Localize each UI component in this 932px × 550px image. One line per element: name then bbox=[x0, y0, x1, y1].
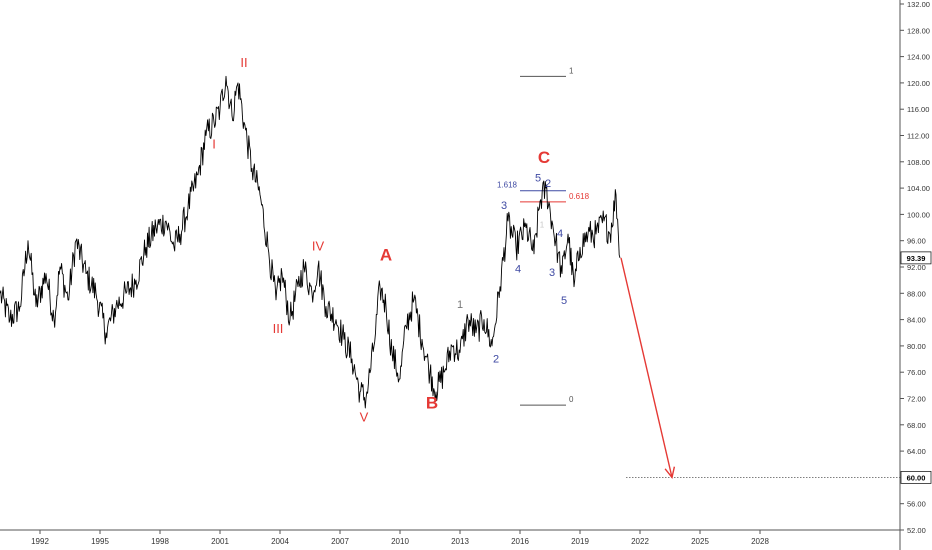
x-tick-label: 2016 bbox=[511, 537, 529, 546]
y-tick-label: 108.00 bbox=[907, 158, 930, 167]
y-tick-label: 88.00 bbox=[907, 289, 926, 298]
y-tick-label: 100.00 bbox=[907, 210, 930, 219]
y-tick-label: 84.00 bbox=[907, 316, 926, 325]
y-tick-label: 128.00 bbox=[907, 26, 930, 35]
x-tick-label: 2025 bbox=[691, 537, 709, 546]
y-tick-label: 132.00 bbox=[907, 0, 930, 9]
y-tick-label: 116.00 bbox=[907, 105, 929, 114]
wave-label: III bbox=[273, 321, 284, 336]
wave-label: I bbox=[212, 137, 216, 152]
wave-label: C bbox=[538, 148, 550, 167]
y-tick-label: 64.00 bbox=[907, 447, 926, 456]
wave-label: 1 bbox=[457, 299, 463, 311]
x-tick-label: 2001 bbox=[211, 537, 229, 546]
y-tick-label: 52.00 bbox=[907, 526, 926, 535]
y-tick-label: 112.00 bbox=[907, 132, 929, 141]
forecast-arrow-head bbox=[664, 466, 676, 479]
x-tick-label: 2028 bbox=[751, 537, 769, 546]
x-tick-label: 2007 bbox=[331, 537, 349, 546]
price-series bbox=[0, 75, 621, 409]
wave-label: 5 bbox=[561, 295, 567, 307]
wave-label: 4 bbox=[515, 263, 521, 275]
wave-label: IV bbox=[312, 239, 325, 254]
x-tick-label: 2010 bbox=[391, 537, 409, 546]
wave-label: V bbox=[360, 410, 369, 425]
x-tick-label: 1998 bbox=[151, 537, 169, 546]
wave-label: B bbox=[426, 393, 438, 412]
x-tick-label: 2019 bbox=[571, 537, 589, 546]
wave-label: 5 bbox=[535, 173, 541, 185]
y-tick-label: 76.00 bbox=[907, 368, 926, 377]
x-tick-label: 2004 bbox=[271, 537, 289, 546]
y-tick-label: 120.00 bbox=[907, 79, 930, 88]
wave-label: 3 bbox=[549, 267, 555, 279]
wave-label: 3 bbox=[501, 200, 507, 212]
fib-level-label: 0.618 bbox=[569, 192, 590, 201]
price-line bbox=[0, 75, 621, 409]
target-price-tag-text: 60.00 bbox=[907, 473, 926, 482]
y-tick-label: 96.00 bbox=[907, 237, 926, 246]
wave-label: 1 bbox=[540, 221, 545, 230]
current-price-tag-text: 93.39 bbox=[907, 254, 926, 263]
x-tick-label: 2022 bbox=[631, 537, 649, 546]
y-tick-label: 92.00 bbox=[907, 263, 926, 272]
wave-label: 2 bbox=[493, 353, 499, 365]
fib-level-label: 1 bbox=[569, 66, 574, 75]
x-tick-label: 2013 bbox=[451, 537, 469, 546]
forecast-arrow-line bbox=[620, 257, 673, 478]
target-price-tag-box bbox=[900, 470, 932, 484]
forecast-projection bbox=[620, 257, 676, 479]
y-tick-label: 56.00 bbox=[907, 500, 926, 509]
x-axis: 1992 1995 1998 2001 2004 2007 2010 2013 2016 2019… bbox=[0, 529, 900, 546]
y-tick-label: 104.00 bbox=[907, 184, 930, 193]
y-axis[interactable]: 132.00 128.00 124.00 120.00 116.00 112.00 108.… bbox=[899, 0, 932, 550]
y-tick-label: 72.00 bbox=[907, 395, 926, 404]
wave-label: 2 bbox=[545, 178, 551, 190]
y-tick-label: 68.00 bbox=[907, 421, 926, 430]
y-tick-label: 124.00 bbox=[907, 53, 930, 62]
current-price-tag-box bbox=[900, 251, 932, 265]
fib-level-label: 0 bbox=[569, 395, 574, 404]
fib-level-label: 1.618 bbox=[497, 181, 518, 190]
y-tick-label: 80.00 bbox=[907, 342, 926, 351]
wave-label: 4 bbox=[557, 228, 563, 240]
x-tick-label: 1995 bbox=[91, 537, 109, 546]
wave-label: A bbox=[380, 245, 392, 264]
x-tick-label: 1992 bbox=[31, 537, 49, 546]
wave-label: II bbox=[240, 55, 247, 70]
